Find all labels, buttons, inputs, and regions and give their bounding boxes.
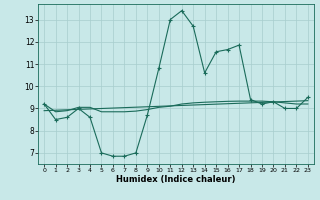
X-axis label: Humidex (Indice chaleur): Humidex (Indice chaleur) bbox=[116, 175, 236, 184]
